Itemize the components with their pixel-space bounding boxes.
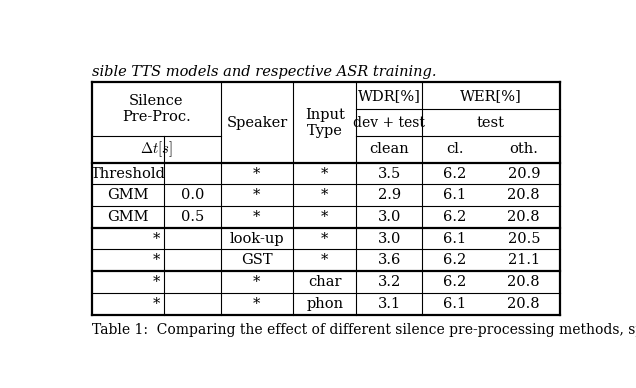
Text: *: *: [153, 232, 160, 246]
Text: 6.1: 6.1: [443, 232, 466, 246]
Text: *: *: [253, 297, 261, 311]
Text: look-up: look-up: [230, 232, 284, 246]
Text: *: *: [253, 166, 261, 181]
Text: WER[%]: WER[%]: [460, 89, 522, 103]
Text: *: *: [153, 253, 160, 267]
Text: 3.0: 3.0: [378, 210, 401, 224]
Text: 6.2: 6.2: [443, 166, 466, 181]
Text: 20.9: 20.9: [508, 166, 540, 181]
Text: 6.2: 6.2: [443, 275, 466, 289]
Text: 3.1: 3.1: [378, 297, 401, 311]
Text: oth.: oth.: [509, 142, 538, 156]
Text: *: *: [253, 275, 261, 289]
Text: 0.0: 0.0: [181, 188, 204, 202]
Text: 6.1: 6.1: [443, 297, 466, 311]
Text: *: *: [321, 210, 328, 224]
Text: *: *: [321, 166, 328, 181]
Text: *: *: [321, 253, 328, 267]
Text: GST: GST: [241, 253, 273, 267]
Text: WDR[%]: WDR[%]: [357, 89, 420, 103]
Text: test: test: [477, 116, 505, 130]
Text: Silence
Pre-Proc.: Silence Pre-Proc.: [122, 94, 191, 124]
Text: *: *: [153, 275, 160, 289]
Text: 20.8: 20.8: [508, 297, 540, 311]
Text: sible TTS models and respective ASR training.: sible TTS models and respective ASR trai…: [92, 66, 436, 80]
Text: phon: phon: [306, 297, 343, 311]
Text: 6.2: 6.2: [443, 253, 466, 267]
Text: 6.1: 6.1: [443, 188, 466, 202]
Text: $\Delta t[s]$: $\Delta t[s]$: [140, 140, 172, 159]
Text: 3.0: 3.0: [378, 232, 401, 246]
Text: *: *: [253, 188, 261, 202]
Text: 0.5: 0.5: [181, 210, 204, 224]
Text: 20.8: 20.8: [508, 188, 540, 202]
Text: clean: clean: [370, 142, 409, 156]
Text: Input
Type: Input Type: [305, 107, 345, 138]
Text: 20.8: 20.8: [508, 210, 540, 224]
Text: 2.9: 2.9: [378, 188, 401, 202]
Text: Speaker: Speaker: [226, 116, 287, 130]
Text: *: *: [253, 210, 261, 224]
Text: 3.6: 3.6: [378, 253, 401, 267]
Text: *: *: [321, 232, 328, 246]
Text: 6.2: 6.2: [443, 210, 466, 224]
Text: GMM: GMM: [107, 188, 149, 202]
Text: 20.8: 20.8: [508, 275, 540, 289]
Text: Threshold: Threshold: [91, 166, 165, 181]
Text: *: *: [153, 297, 160, 311]
Text: char: char: [308, 275, 342, 289]
Text: 3.2: 3.2: [378, 275, 401, 289]
Text: cl.: cl.: [446, 142, 464, 156]
Text: dev + test: dev + test: [353, 116, 425, 130]
Text: 20.5: 20.5: [508, 232, 540, 246]
Text: GMM: GMM: [107, 210, 149, 224]
Text: 21.1: 21.1: [508, 253, 540, 267]
Text: Table 1:  Comparing the effect of different silence pre-processing methods, spea: Table 1: Comparing the effect of differe…: [92, 323, 636, 337]
Text: 3.5: 3.5: [378, 166, 401, 181]
Text: *: *: [321, 188, 328, 202]
